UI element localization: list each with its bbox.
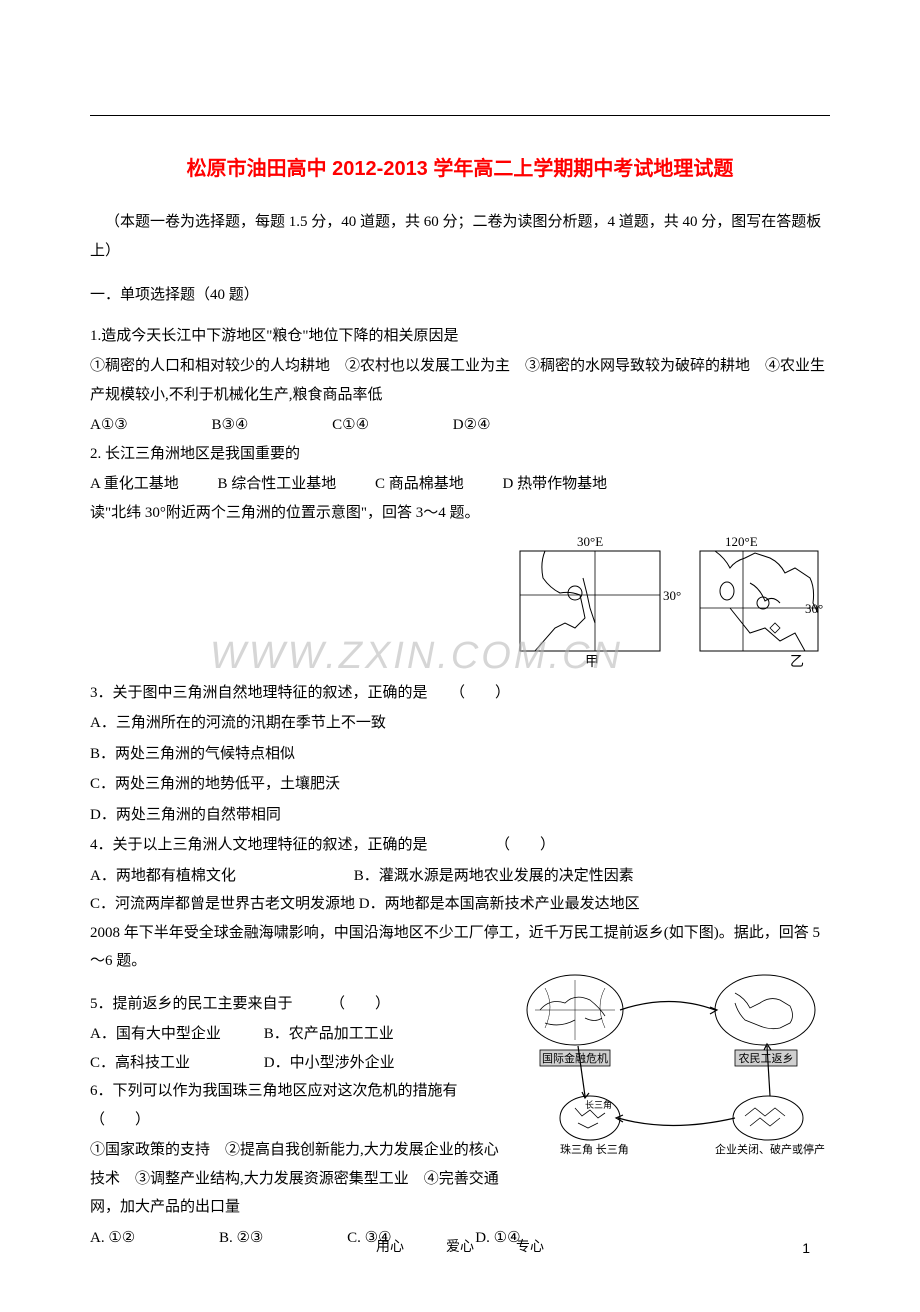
q2-opt-a: A 重化工基地	[90, 470, 179, 499]
q3-opt-b: B．两处三角洲的气候特点相似	[90, 740, 830, 769]
q5-opt-b: B．农产品加工工业	[264, 1026, 394, 1042]
page-footer: 用心 爱心 专心 1	[0, 1235, 920, 1262]
question-2-options: A 重化工基地 B 综合性工业基地 C 商品棉基地 D 热带作物基地	[90, 470, 830, 499]
label-enterprise: 企业关闭、破产或停产	[715, 1142, 825, 1156]
label-jia: 甲	[585, 655, 599, 668]
q5-opt-d: D．中小型涉外企业	[264, 1055, 395, 1071]
q3-opt-a: A．三角洲所在的河流的汛期在季节上不一致	[90, 709, 830, 738]
q3-opt-c: C．两处三角洲的地势低平，土壤肥沃	[90, 770, 830, 799]
q1-opt-a: A①③	[90, 411, 128, 440]
q2-opt-d: D 热带作物基地	[503, 470, 608, 499]
header-line	[90, 115, 830, 116]
question-1-options: A①③ B③④ C①④ D②④	[90, 411, 830, 440]
q5-opt-a: A．国有大中型企业	[90, 1020, 260, 1049]
figure-triangles: 30°E 30° 甲 120°E 30° 乙	[515, 533, 830, 679]
q4-opt-a: A．两地都有植棉文化	[90, 862, 350, 891]
page-content: 松原市油田高中 2012-2013 学年高二上学期期中考试地理试题 （本题一卷为…	[0, 0, 920, 1312]
label-changsan: 长三角	[585, 1099, 612, 1110]
q4-row1: A．两地都有植棉文化 B．灌溉水源是两地农业发展的决定性因素	[90, 862, 830, 891]
q3-opt-d: D．两处三角洲的自然带相同	[90, 801, 830, 830]
q4-opt-d: D．两地都是本国高新技术产业最发达地区	[359, 896, 640, 912]
question-4: 4．关于以上三角洲人文地理特征的叙述，正确的是 （ ）	[90, 831, 830, 860]
label-30-b: 30°	[805, 601, 823, 616]
label-zhuchang: 珠三角 长三角	[560, 1142, 629, 1156]
label-yi: 乙	[790, 654, 804, 668]
q4-opt-c: C．河流两岸都曾是世界古老文明发源地	[90, 890, 355, 919]
q1-opt-d: D②④	[453, 411, 491, 440]
page-number: 1	[802, 1235, 810, 1262]
question-2: 2. 长江三角洲地区是我国重要的	[90, 440, 830, 469]
document-title: 松原市油田高中 2012-2013 学年高二上学期期中考试地理试题	[90, 150, 830, 188]
label-30e: 30°E	[577, 534, 603, 549]
q4-row2: C．河流两岸都曾是世界古老文明发源地 D．两地都是本国高新技术产业最发达地区	[90, 890, 830, 919]
crisis-svg: 国际金融危机 农民工返乡 长三角 珠三角 长三角 企业关闭、破产或停产	[520, 968, 830, 1168]
footer-text: 用心 爱心 专心	[376, 1240, 544, 1255]
q2-opt-c: C 商品棉基地	[375, 470, 464, 499]
figure-crisis: 国际金融危机 农民工返乡 长三角 珠三角 长三角 企业关闭、破产或停产	[520, 968, 830, 1179]
label-crisis: 国际金融危机	[542, 1051, 608, 1065]
q4-opt-b: B．灌溉水源是两地农业发展的决定性因素	[354, 868, 634, 884]
q1-opt-b: B③④	[211, 411, 248, 440]
q2-opt-b: B 综合性工业基地	[218, 470, 337, 499]
intro-text: （本题一卷为选择题，每题 1.5 分，40 道题，共 60 分；二卷为读图分析题…	[90, 208, 830, 265]
passage-3-4: 读"北纬 30°附近两个三角洲的位置示意图"，回答 3～4 题。	[90, 499, 830, 528]
question-1: 1.造成今天长江中下游地区"粮仓"地位下降的相关原因是	[90, 322, 830, 351]
label-120e: 120°E	[725, 534, 758, 549]
q1-opt-c: C①④	[332, 411, 369, 440]
question-1-sub: ①稠密的人口和相对较少的人均耕地 ②农村也以发展工业为主 ③稠密的水网导致较为破…	[90, 352, 830, 409]
map-svg: 30°E 30° 甲 120°E 30° 乙	[515, 533, 830, 668]
section-title: 一．单项选择题（40 题）	[90, 281, 830, 310]
label-30-a: 30°	[663, 588, 681, 603]
label-return: 农民工返乡	[739, 1051, 794, 1065]
q5-opt-c: C．高科技工业	[90, 1049, 260, 1078]
